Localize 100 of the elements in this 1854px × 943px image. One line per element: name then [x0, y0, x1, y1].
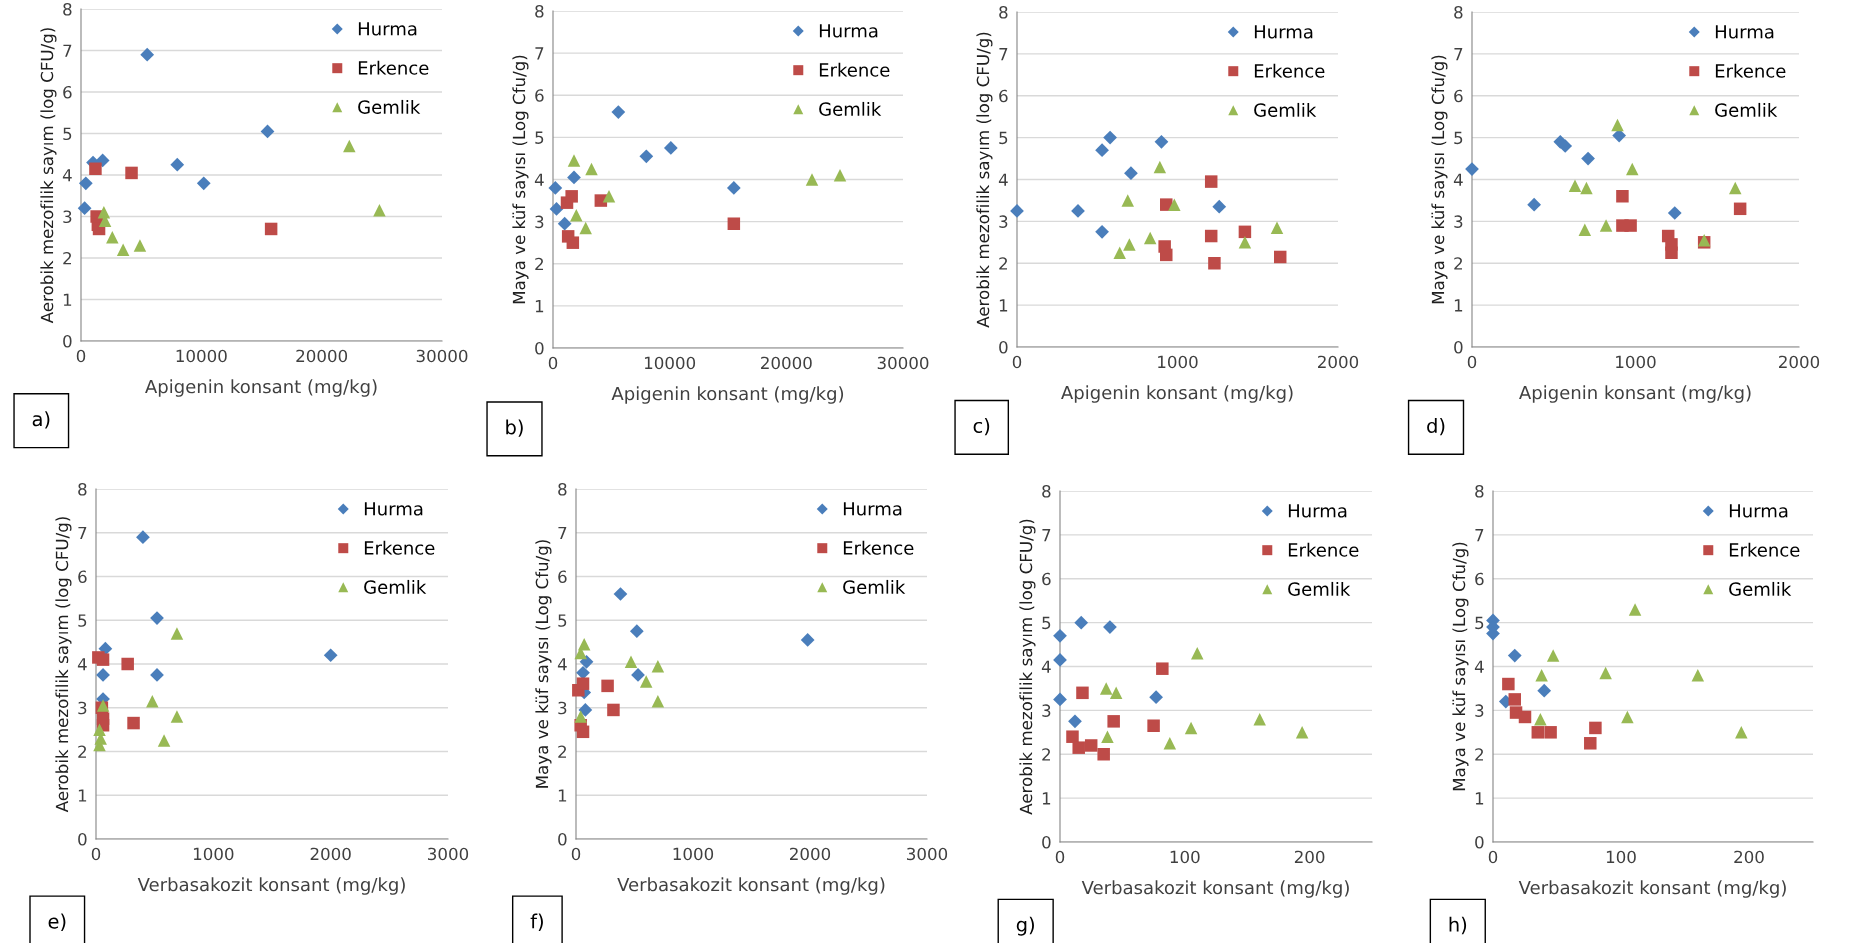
y-tick-label: 2: [1042, 748, 1050, 761]
text: c): [973, 418, 990, 436]
x-tick-label: 0: [548, 356, 558, 370]
y-tick-label: 1: [535, 300, 544, 313]
x-tick-label: 0: [1055, 850, 1065, 864]
y-tick-label: 2: [999, 257, 1007, 270]
legend-label: Gemlik: [364, 579, 427, 594]
y-tick-label: 2: [63, 251, 71, 265]
text: a): [32, 411, 50, 429]
x-axis-title: Verbasakozit konsant (mg/kg): [1081, 880, 1349, 898]
legend-label: Erkence: [358, 60, 429, 75]
y-tick-label: 7: [535, 47, 544, 60]
x-tick-label: 30000: [877, 356, 929, 370]
x-axis-title: Apigenin konsant (mg/kg): [145, 379, 377, 397]
legend-label: Gemlik: [819, 101, 882, 116]
y-tick-label: 0: [1475, 835, 1484, 849]
y-tick-label: 7: [999, 48, 1008, 61]
y-tick-label: 5: [78, 614, 87, 627]
y-tick-label: 0: [78, 832, 87, 846]
x-tick-label: 0: [91, 847, 101, 861]
y-tick-label: 2: [535, 257, 543, 271]
y-tick-label: 4: [557, 658, 567, 671]
x-axis-title: Apigenin konsant (mg/kg): [611, 386, 844, 404]
y-tick-label: 3: [558, 701, 567, 715]
x-tick-label: 2000: [310, 847, 351, 861]
y-tick-label: 3: [1475, 704, 1484, 717]
x-tick-label: 3000: [907, 847, 948, 861]
legend-label: Erkence: [364, 540, 435, 555]
x-tick-label: 1000: [673, 847, 714, 861]
y-axis-title: Maya ve küf sayısı (Log Cfu/g): [512, 55, 529, 304]
x-tick-label: 200: [1734, 850, 1764, 864]
legend-label: Hurma: [364, 502, 423, 516]
y-tick-label: 5: [1042, 616, 1051, 630]
x-tick-label: 20000: [761, 356, 812, 370]
legend-label: Hurma: [1729, 504, 1788, 518]
x-axis-title: Verbasakozit konsant (mg/kg): [617, 877, 885, 895]
legend-label: Hurma: [819, 24, 878, 38]
x-tick-label: 0: [1012, 355, 1022, 369]
legend-label: Erkence: [819, 62, 890, 77]
y-tick-label: 2: [558, 745, 566, 758]
legend-label: Erkence: [843, 540, 914, 555]
legend-label: Gemlik: [1288, 581, 1351, 596]
text: b): [506, 419, 523, 437]
y-tick-label: 7: [1042, 529, 1051, 542]
y-tick-label: 8: [1042, 484, 1051, 498]
y-axis-title: Maya ve küf sayısı (Log Cfu/g): [1431, 55, 1448, 304]
x-tick-label: 100: [1170, 850, 1200, 864]
y-tick-label: 6: [1042, 572, 1051, 586]
y-tick-label: 3: [999, 215, 1008, 228]
y-tick-label: 3: [535, 215, 544, 229]
y-tick-label: 4: [1474, 660, 1484, 673]
legend-label: Gemlik: [1715, 102, 1778, 117]
y-tick-label: 6: [78, 570, 87, 584]
y-tick-label: 7: [63, 44, 72, 57]
y-tick-label: 6: [535, 89, 544, 102]
x-tick-label: 2000: [1779, 355, 1820, 369]
y-tick-label: 1: [1475, 792, 1484, 805]
y-tick-label: 3: [63, 210, 72, 224]
y-tick-label: 4: [77, 658, 87, 671]
y-tick-label: 5: [535, 131, 544, 144]
y-tick-label: 1: [63, 293, 72, 306]
y-tick-label: 8: [63, 2, 72, 16]
text: d): [1427, 417, 1445, 436]
legend-label: Gemlik: [1254, 102, 1317, 117]
x-axis-title: Apigenin konsant (mg/kg): [1061, 385, 1293, 403]
legend-label: Hurma: [843, 502, 902, 516]
x-tick-label: 30000: [416, 349, 468, 363]
y-tick-label: 4: [1041, 660, 1051, 673]
y-tick-label: 1: [999, 299, 1008, 312]
legend-label: Erkence: [1729, 542, 1800, 557]
y-tick-label: 7: [1454, 48, 1463, 61]
y-axis-title: Maya ve küf sayısı (Log Cfu/g): [535, 540, 552, 788]
y-tick-label: 1: [1042, 792, 1051, 805]
y-tick-label: 8: [1454, 5, 1463, 19]
y-tick-label: 0: [558, 832, 567, 846]
y-tick-label: 6: [63, 85, 72, 99]
text: g): [1016, 916, 1034, 936]
x-axis-title: Verbasakozit konsant (mg/kg): [1518, 880, 1786, 898]
y-tick-label: 1: [1454, 299, 1463, 312]
legend-label: Erkence: [1254, 63, 1325, 78]
text: f): [530, 913, 543, 931]
x-tick-label: 10000: [176, 349, 227, 363]
y-tick-label: 3: [1454, 215, 1463, 228]
x-tick-label: 10000: [644, 356, 696, 370]
y-tick-label: 7: [558, 526, 567, 540]
y-tick-label: 0: [63, 334, 72, 348]
text: e): [48, 913, 66, 931]
y-tick-label: 4: [1453, 173, 1463, 186]
y-tick-label: 1: [558, 789, 567, 802]
x-axis-title: Apigenin konsant (mg/kg): [1519, 385, 1751, 403]
y-tick-label: 6: [1475, 572, 1484, 586]
legend-label: Gemlik: [358, 99, 421, 114]
legend-label: Erkence: [1715, 63, 1786, 78]
legend-label: Hurma: [1288, 504, 1347, 518]
y-axis-title: Aerobik mezofilik sayım (log CFU/g): [40, 28, 57, 324]
y-tick-label: 0: [999, 340, 1008, 354]
legend-label: Hurma: [1715, 25, 1774, 39]
x-axis-title: Verbasakozit konsant (mg/kg): [137, 877, 405, 895]
y-tick-label: 3: [78, 701, 87, 715]
x-tick-label: 0: [1488, 850, 1498, 864]
